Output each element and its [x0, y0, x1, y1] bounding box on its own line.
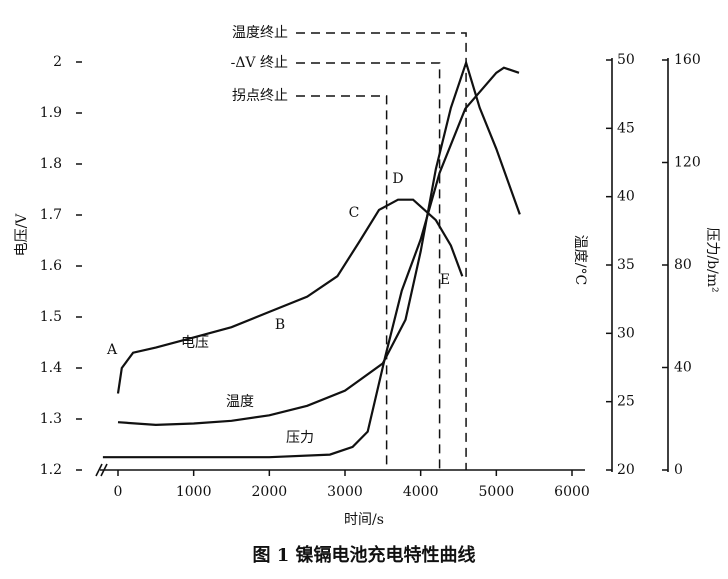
stop-line [296, 62, 441, 470]
x-tick-label: 5000 [479, 484, 515, 500]
y3-tick-label: 80 [674, 257, 692, 273]
y-tick-label: 1.9 [40, 105, 62, 121]
y2-tick-label: 45 [617, 120, 635, 136]
y-tick-label: 1.7 [40, 207, 62, 223]
y2-tick-label: 50 [617, 52, 635, 68]
stop-label: 拐点终止 [232, 88, 288, 104]
y2-tick-label: 30 [617, 325, 635, 341]
y-tick-label: 1.6 [40, 258, 62, 274]
y-tick-label: 1.8 [40, 156, 62, 172]
y-tick-label: 2 [53, 54, 62, 70]
y-tick-label: 1.2 [40, 462, 62, 478]
y3-tick-label: 160 [674, 52, 701, 68]
series-line [102, 66, 520, 459]
series-label: 电压 [181, 335, 209, 351]
y3-tick-label: 0 [674, 462, 683, 478]
point-label: D [392, 171, 403, 187]
x-tick-label: 0 [114, 484, 123, 500]
x-tick-label: 3000 [327, 484, 363, 500]
y-tick-label: 1.4 [40, 360, 62, 376]
point-label: E [440, 272, 450, 288]
y2-tick-label: 40 [617, 189, 635, 205]
x-tick-label: 1000 [176, 484, 212, 500]
y-axis-label: 电压/V [14, 213, 30, 257]
series-line [116, 198, 464, 394]
y2-tick-label: 20 [617, 462, 635, 478]
y-tick-label: 1.3 [40, 411, 62, 427]
x-tick-label: 6000 [554, 484, 590, 500]
series-line [117, 59, 521, 427]
y-tick-label: 1.5 [40, 309, 62, 325]
point-label: B [275, 317, 285, 333]
point-label: C [349, 205, 360, 221]
x-tick-label: 4000 [403, 484, 439, 500]
stop-label: -ΔV 终止 [231, 55, 288, 71]
x-axis-label: 时间/s [344, 512, 384, 528]
axis-break [95, 463, 108, 477]
series-label: 温度 [226, 394, 254, 410]
y3-tick-label: 40 [674, 360, 692, 376]
y3-tick-label: 120 [674, 155, 701, 171]
y2-tick-label: 25 [617, 394, 635, 410]
x-tick-label: 2000 [252, 484, 288, 500]
series-label: 压力 [286, 430, 314, 446]
stop-label: 温度终止 [232, 25, 288, 41]
y2-axis-label: 温度/°C [572, 235, 588, 285]
y2-tick-label: 35 [617, 257, 635, 273]
y3-axis-label: 压力/b/m² [704, 227, 720, 292]
stop-line [296, 32, 467, 470]
stop-line [296, 95, 388, 470]
chart-title: 图 1 镍镉电池充电特性曲线 [252, 544, 475, 566]
point-label: A [106, 342, 118, 358]
